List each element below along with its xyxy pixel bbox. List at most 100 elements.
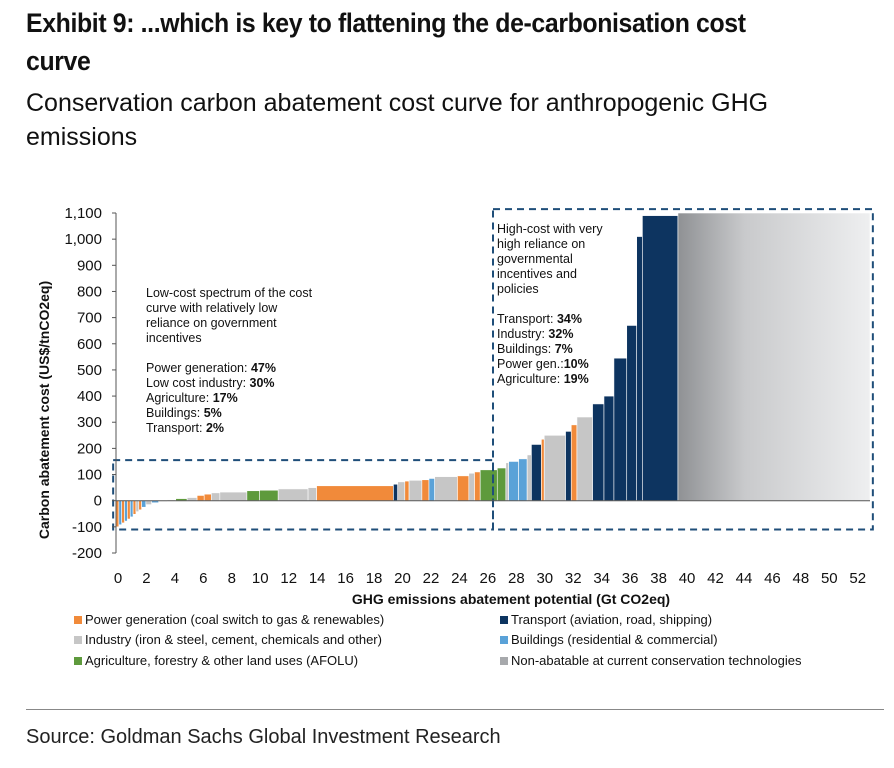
x-tick-label: 44 [736,570,753,587]
high-cost-breakdown: Transport: 34% Industry: 32% Buildings: 7%… [497,312,647,387]
legend-item-non-abatable: Non-abatable at current conservation tec… [500,653,802,668]
annotation-share-line: Buildings: 5% [146,406,222,420]
low-cost-heading: Low-cost spectrum of the cost curve with … [146,286,376,346]
x-tick-label: 12 [280,570,297,587]
bar-buildings-5 [129,500,134,518]
bar-power-6 [132,500,137,515]
bar-power-17 [203,493,212,501]
annotation-share-line: Power gen.:10% [497,357,589,371]
bar-power-27 [404,480,410,501]
bar-transport-52 [642,215,679,501]
y-tick-label: 900 [77,257,102,274]
y-tick-label: 0 [94,493,102,510]
non-abatable-swatch-icon [500,657,508,665]
annotation-heading-line: incentives [146,331,202,345]
bar-buildings-3 [124,500,128,522]
source-divider [26,709,884,710]
x-tick-label: 48 [793,570,810,587]
y-tick-label: 200 [77,440,102,457]
x-axis-label: GHG emissions abatement potential (Gt CO… [352,591,670,607]
x-tick-label: 24 [451,570,468,587]
annotation-share-line: Transport: 2% [146,421,225,435]
legend-item-agriculture: Agriculture, forestry & other land uses … [74,653,358,668]
bar-agriculture-21 [259,489,279,501]
y-tick-label: -200 [72,545,102,562]
legend-item-power: Power generation (coal switch to gas & r… [74,612,384,627]
agriculture-swatch-icon [74,657,82,665]
bar-agriculture-36 [496,467,507,501]
high-cost-heading: High-cost with very high reliance on gover… [497,222,647,297]
low-cost-annotation: Low-cost spectrum of the cost curve with … [146,286,376,436]
bar-industry-43 [543,435,566,501]
annotation-heading-line: Low-cost spectrum of the cost [146,286,313,300]
bar-agriculture-20 [246,490,260,501]
y-axis-label: Carbon abatement cost (US$/tnCO2eq) [36,281,52,539]
bar-power-2 [121,500,125,524]
bar-power-29 [421,479,430,501]
x-tick-label: 46 [764,570,781,587]
bar-industry-31 [434,476,458,501]
abatement-cost-curve-chart: -200-10001002003004005006007008009001,00… [36,205,874,607]
annotation-heading-line: governmental [497,252,573,266]
bar-transport-41 [531,444,542,501]
industry-swatch-icon [74,636,82,644]
x-tick-label: 18 [366,570,383,587]
bar-buildings-38 [508,461,519,501]
bar-transport-25 [393,483,398,502]
bar-power-42 [541,438,545,501]
annotation-share-line: Power generation: 47% [146,361,276,375]
high-cost-dashed-region [492,208,874,531]
x-tick-label: 0 [114,570,122,587]
annotation-heading-line: reliance on government [146,316,277,330]
power-swatch-icon [74,616,82,624]
annotation-share-line: Industry: 32% [497,327,574,341]
y-tick-label: 700 [77,310,102,327]
y-tick-label: -100 [72,519,102,536]
x-tick-label: 2 [142,570,150,587]
bar-industry-40 [526,454,532,501]
bar-buildings-39 [518,458,528,502]
bar-power-8 [138,500,142,511]
x-tick-label: 36 [622,570,639,587]
x-tick-label: 22 [423,570,440,587]
source-note: Source: Goldman Sachs Global Investment … [26,726,501,748]
annotation-heading-line: policies [497,282,539,296]
bar-power-16 [196,495,205,501]
bar-agriculture-35 [479,469,498,501]
annotation-heading-line: high reliance on [497,237,586,251]
buildings-swatch-icon [500,636,508,644]
y-tick-label: 1,000 [64,231,102,248]
y-tick-label: 600 [77,336,102,353]
bar-industry-37 [505,462,509,501]
x-tick-label: 50 [821,570,838,587]
legend-item-buildings: Buildings (residential & commercial) [500,632,718,647]
annotation-share-line: Agriculture: 17% [146,391,238,405]
y-tick-label: 400 [77,388,102,405]
x-tick-label: 38 [650,570,667,587]
bar-power-24 [316,485,394,501]
legend-item-transport: Transport (aviation, road, shipping) [500,612,712,627]
exhibit-title: Exhibit 9: ...which is key to flattening… [26,8,746,76]
bar-power-32 [457,475,470,502]
x-tick-label: 42 [707,570,724,587]
bar-industry-28 [408,479,423,501]
x-tick-label: 26 [480,570,497,587]
bar-buildings-9 [141,500,147,508]
chart-subtitle: Conservation carbon abatement cost curve… [26,89,769,151]
y-tick-label: 100 [77,467,102,484]
annotation-share-line: Transport: 34% [497,312,583,326]
x-tick-label: 52 [849,570,866,587]
bar-industry-23 [307,487,317,501]
x-tick-label: 4 [171,570,179,587]
annotation-share-line: Buildings: 7% [497,342,573,356]
x-tick-label: 16 [337,570,354,587]
bar-industry-18 [211,492,221,502]
y-tick-label: 500 [77,362,102,379]
legend-item-industry: Industry (iron & steel, cement, chemical… [74,632,382,647]
bar-industry-10 [145,500,152,505]
bar-power-4 [127,500,131,520]
x-tick-label: 20 [394,570,411,587]
x-tick-label: 30 [536,570,553,587]
x-tick-label: 10 [252,570,269,587]
annotation-heading-line: High-cost with very [497,222,603,236]
